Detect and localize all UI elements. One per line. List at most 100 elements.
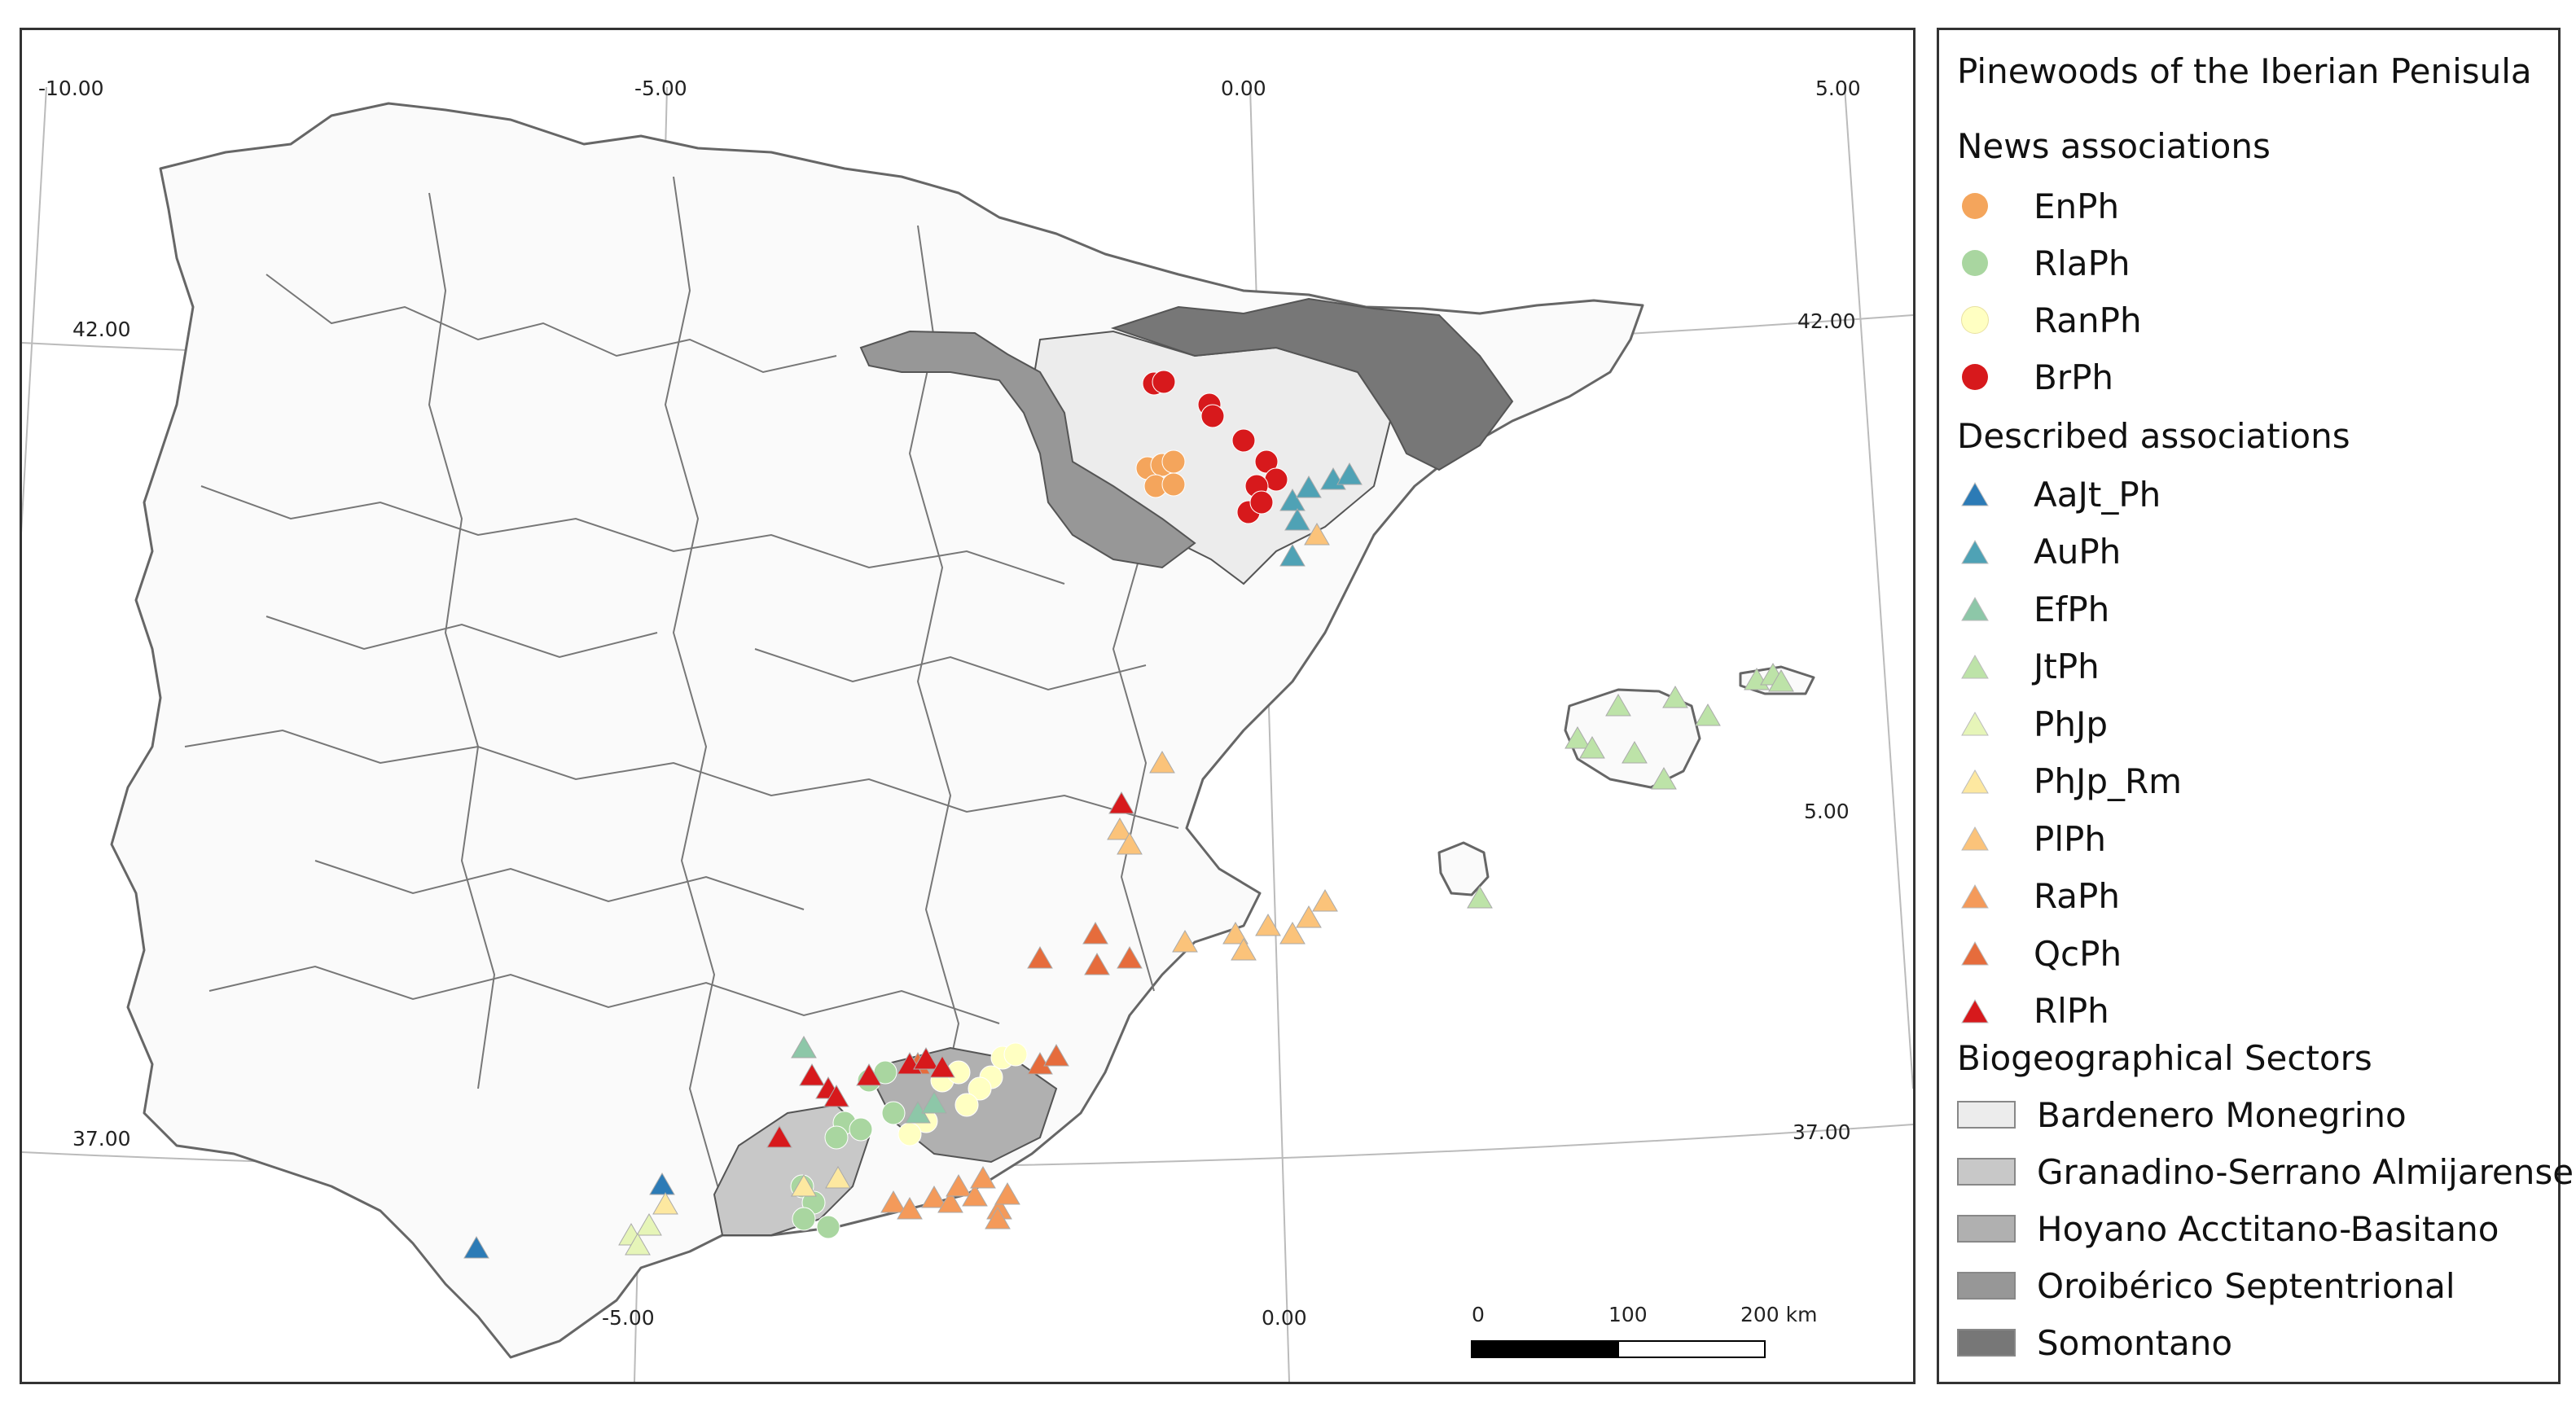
triangle-marker-icon bbox=[1957, 821, 1993, 857]
legend-item-label: PhJp_Rm bbox=[2034, 761, 2183, 801]
lat-label-left-1: 37.00 bbox=[72, 1127, 131, 1151]
point-efph bbox=[921, 1090, 947, 1114]
lon-label-top-0: -10.00 bbox=[38, 77, 104, 100]
legend-item-label: JtPh bbox=[2034, 647, 2100, 686]
scale-bar: 0 100 200 km bbox=[1471, 1303, 1818, 1358]
triangle-marker-icon bbox=[1957, 649, 1993, 685]
lon-label-top-2: 0.00 bbox=[1221, 77, 1266, 100]
scale-label-0: 0 bbox=[1472, 1303, 1485, 1326]
point-auph bbox=[1336, 462, 1363, 485]
scale-segment-white bbox=[1617, 1340, 1766, 1358]
triangle-marker-icon bbox=[1957, 879, 1993, 914]
point-rlph bbox=[823, 1084, 849, 1107]
legend-described-heading: Described associations bbox=[1957, 416, 2350, 456]
graticule-labels: -10.00 -5.00 0.00 5.00 -5.00 0.00 42.00 … bbox=[38, 77, 1861, 1330]
legend-item-granadino-serrano-almijarense: Granadino-Serrano Almijarense bbox=[1957, 1147, 2574, 1196]
point-jtph bbox=[1564, 725, 1591, 749]
point-jtph bbox=[1622, 740, 1648, 764]
point-jtph bbox=[1605, 693, 1631, 717]
point-rlph bbox=[856, 1063, 882, 1086]
point-brph bbox=[1200, 404, 1225, 428]
triangle-marker-icon bbox=[1957, 706, 1993, 742]
point-efph bbox=[791, 1035, 817, 1059]
point-brph bbox=[1249, 490, 1274, 515]
legend-item-label: RanPh bbox=[2034, 300, 2142, 340]
legend-item-label: RlPh bbox=[2034, 991, 2109, 1031]
legend-sectors-heading: Biogeographical Sectors bbox=[1957, 1038, 2372, 1078]
point-raph bbox=[985, 1206, 1011, 1229]
legend-item-label: Granadino-Serrano Almijarense bbox=[2037, 1151, 2574, 1192]
point-raph bbox=[880, 1190, 906, 1213]
point-enph bbox=[1161, 472, 1186, 497]
legend-item-raph: RaPh bbox=[1957, 872, 2120, 921]
point-jtph bbox=[1579, 735, 1605, 759]
map-panel: -10.00 -5.00 0.00 5.00 -5.00 0.00 42.00 … bbox=[20, 28, 1916, 1384]
legend-item-rlaph: RlaPh bbox=[1957, 239, 2131, 287]
point-enph bbox=[1161, 449, 1186, 474]
triangle-marker-icon bbox=[1957, 476, 1993, 512]
point-plph bbox=[1107, 817, 1133, 840]
point-jtph bbox=[1695, 703, 1721, 726]
point-jtph bbox=[1662, 685, 1688, 708]
sector-oroiberico-septentrional bbox=[859, 330, 1196, 569]
point-jtph bbox=[1467, 885, 1493, 909]
sector-somontano bbox=[1110, 297, 1514, 471]
lon-label-top-3: 5.00 bbox=[1815, 77, 1861, 100]
legend-title: Pinewoods of the Iberian Penisula bbox=[1957, 51, 2532, 91]
point-phjp bbox=[636, 1212, 662, 1236]
point-brph bbox=[1152, 370, 1176, 394]
point-auph bbox=[1279, 488, 1306, 511]
legend-item-label: BrPh bbox=[2034, 357, 2114, 397]
point-ranph bbox=[1003, 1042, 1028, 1067]
point-raph bbox=[897, 1196, 923, 1220]
sector-swatch-icon bbox=[1957, 1268, 2016, 1304]
point-raph bbox=[994, 1181, 1020, 1205]
scale-label-100: 100 bbox=[1608, 1303, 1648, 1326]
circle-marker-icon bbox=[1957, 302, 1993, 338]
point-ranph bbox=[968, 1076, 992, 1101]
legend-item-label: RlaPh bbox=[2034, 243, 2131, 283]
lat-label-right-2: 37.00 bbox=[1793, 1120, 1851, 1144]
point-rlph bbox=[929, 1054, 955, 1078]
sector-swatch-icon bbox=[1957, 1211, 2016, 1247]
point-raph bbox=[937, 1190, 963, 1213]
point-aajt-ph bbox=[463, 1235, 489, 1259]
lon-label-top-1: -5.00 bbox=[634, 77, 687, 100]
legend-item-label: EnPh bbox=[2034, 186, 2120, 226]
point-rlaph bbox=[824, 1125, 849, 1150]
point-rlph bbox=[799, 1063, 825, 1086]
circle-marker-icon bbox=[1957, 188, 1993, 224]
point-plph bbox=[1172, 929, 1198, 953]
legend-item-bardenero-monegrino: Bardenero Monegrino bbox=[1957, 1090, 2407, 1139]
point-aajt-ph bbox=[649, 1172, 675, 1195]
association-points bbox=[463, 370, 1794, 1259]
point-ranph bbox=[897, 1122, 922, 1146]
circle-marker-icon bbox=[1957, 245, 1993, 281]
point-raph bbox=[970, 1165, 996, 1189]
legend-item-somontano: Somontano bbox=[1957, 1318, 2232, 1367]
legend-item-oroib-rico-septentrional: Oroibérico Septentrional bbox=[1957, 1261, 2455, 1310]
triangle-marker-icon bbox=[1957, 591, 1993, 627]
island-ibiza bbox=[1437, 841, 1490, 896]
legend-item-brph: BrPh bbox=[1957, 353, 2113, 401]
lon-label-bottom-1: 0.00 bbox=[1262, 1306, 1307, 1330]
point-auph bbox=[1296, 475, 1322, 498]
point-plph bbox=[1231, 937, 1257, 961]
scale-segment-black bbox=[1471, 1340, 1619, 1358]
legend-item-label: Hoyano Acctitano-Basitano bbox=[2037, 1208, 2499, 1249]
legend-item-label: Bardenero Monegrino bbox=[2037, 1094, 2407, 1135]
triangle-marker-icon bbox=[1957, 993, 1993, 1029]
point-rlaph bbox=[792, 1207, 816, 1231]
legend-item-phjp: PhJp bbox=[1957, 699, 2108, 748]
map-canvas: -10.00 -5.00 0.00 5.00 -5.00 0.00 42.00 … bbox=[22, 77, 1913, 1382]
triangle-marker-icon bbox=[1957, 534, 1993, 570]
point-rlaph bbox=[849, 1117, 873, 1142]
point-qcph bbox=[1082, 921, 1108, 945]
legend-item-jtph: JtPh bbox=[1957, 642, 2100, 691]
point-raph bbox=[921, 1185, 947, 1208]
legend-new-heading: News associations bbox=[1957, 126, 2271, 166]
point-phjp-rm bbox=[825, 1165, 851, 1189]
point-jtph bbox=[1651, 766, 1677, 790]
legend-item-phjp-rm: PhJp_Rm bbox=[1957, 757, 2182, 806]
point-phjp-rm bbox=[791, 1173, 817, 1197]
